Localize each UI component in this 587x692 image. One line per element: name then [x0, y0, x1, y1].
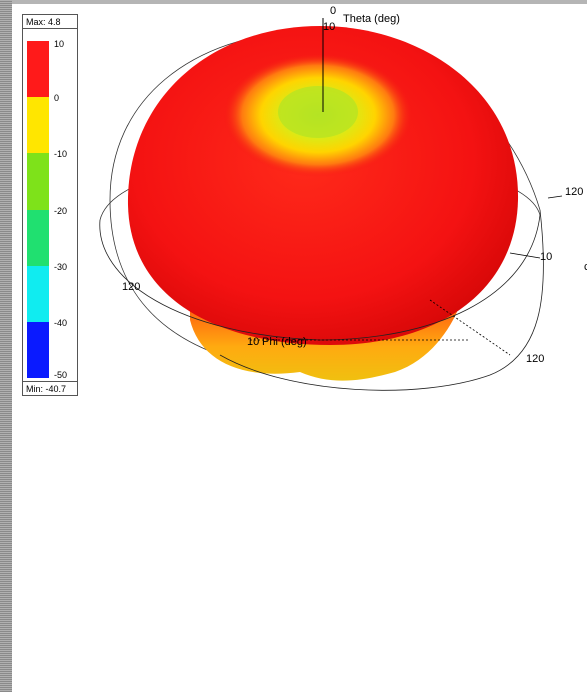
- colorbar-tick-label: 0: [54, 93, 60, 104]
- phi-prefix-label: 10: [247, 336, 259, 348]
- edge-glyph: c: [584, 261, 587, 273]
- legend-max-label: Max: 4.8: [23, 15, 77, 29]
- colorbar-tick-label: -10: [54, 149, 68, 160]
- legend-min-label: Min: -40.7: [23, 381, 77, 395]
- theta-zero-label: 0: [330, 5, 336, 17]
- colorbar-band: [27, 321, 49, 379]
- colorbar-band: [27, 265, 49, 323]
- ring-tick-right: [547, 195, 563, 199]
- window-left-border: [0, 0, 12, 692]
- ring-label-left: 120: [122, 281, 140, 293]
- top-null-core: [278, 86, 358, 138]
- colorbar-tick-label: 10: [54, 39, 65, 49]
- ring-label-bottom-right: 120: [526, 353, 544, 365]
- colorbar: [27, 41, 49, 379]
- colorbar-tick-label: -30: [54, 261, 68, 272]
- ring-tick-mid: [509, 252, 541, 259]
- colorbar-band: [27, 153, 49, 210]
- colorbar-band: [27, 209, 49, 267]
- colorbar-band: [27, 41, 49, 98]
- ring-label-right-mid: 10: [540, 251, 552, 263]
- colorbar-tick-label: -20: [54, 205, 68, 216]
- colorbar-band: [27, 97, 49, 154]
- colorbar-tick-label: -40: [54, 317, 68, 328]
- theta-axis-label: Theta (deg): [343, 13, 400, 25]
- y-axis: [429, 299, 511, 356]
- color-legend: Max: 4.8 Min: -40.7 10 0 -10 -20 -30 -40 -50: [22, 14, 78, 396]
- phi-axis-label: Phi (deg): [262, 336, 307, 348]
- ring-label-right-upper: 120: [565, 186, 583, 198]
- colorbar-tick-label: -50: [54, 370, 68, 380]
- theta-ring-label: 10: [323, 21, 335, 33]
- theta-ring-front: [219, 209, 544, 391]
